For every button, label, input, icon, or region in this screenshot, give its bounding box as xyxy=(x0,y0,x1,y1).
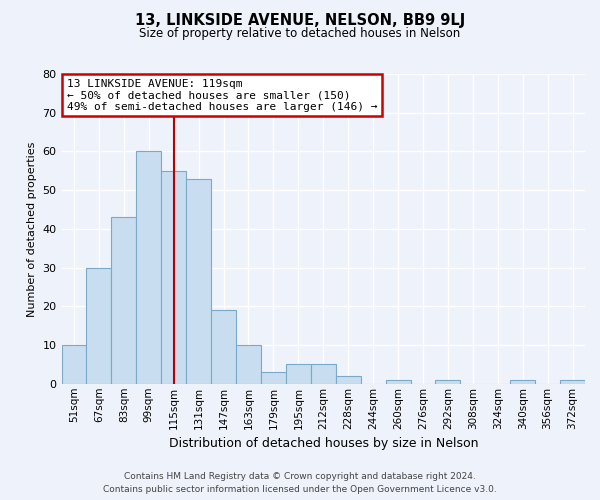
Bar xyxy=(211,310,236,384)
Bar xyxy=(560,380,585,384)
Bar xyxy=(336,376,361,384)
Text: Contains public sector information licensed under the Open Government Licence v3: Contains public sector information licen… xyxy=(103,485,497,494)
Bar xyxy=(86,268,112,384)
Bar xyxy=(436,380,460,384)
Y-axis label: Number of detached properties: Number of detached properties xyxy=(27,141,37,316)
Text: 13, LINKSIDE AVENUE, NELSON, BB9 9LJ: 13, LINKSIDE AVENUE, NELSON, BB9 9LJ xyxy=(135,12,465,28)
Bar xyxy=(286,364,311,384)
X-axis label: Distribution of detached houses by size in Nelson: Distribution of detached houses by size … xyxy=(169,437,478,450)
Text: 13 LINKSIDE AVENUE: 119sqm
← 50% of detached houses are smaller (150)
49% of sem: 13 LINKSIDE AVENUE: 119sqm ← 50% of deta… xyxy=(67,78,377,112)
Text: Contains HM Land Registry data © Crown copyright and database right 2024.: Contains HM Land Registry data © Crown c… xyxy=(124,472,476,481)
Bar xyxy=(311,364,336,384)
Bar xyxy=(236,345,261,384)
Bar xyxy=(261,372,286,384)
Text: Size of property relative to detached houses in Nelson: Size of property relative to detached ho… xyxy=(139,28,461,40)
Bar xyxy=(386,380,410,384)
Bar xyxy=(62,345,86,384)
Bar xyxy=(136,152,161,384)
Bar xyxy=(510,380,535,384)
Bar xyxy=(112,218,136,384)
Bar xyxy=(161,171,186,384)
Bar xyxy=(186,178,211,384)
